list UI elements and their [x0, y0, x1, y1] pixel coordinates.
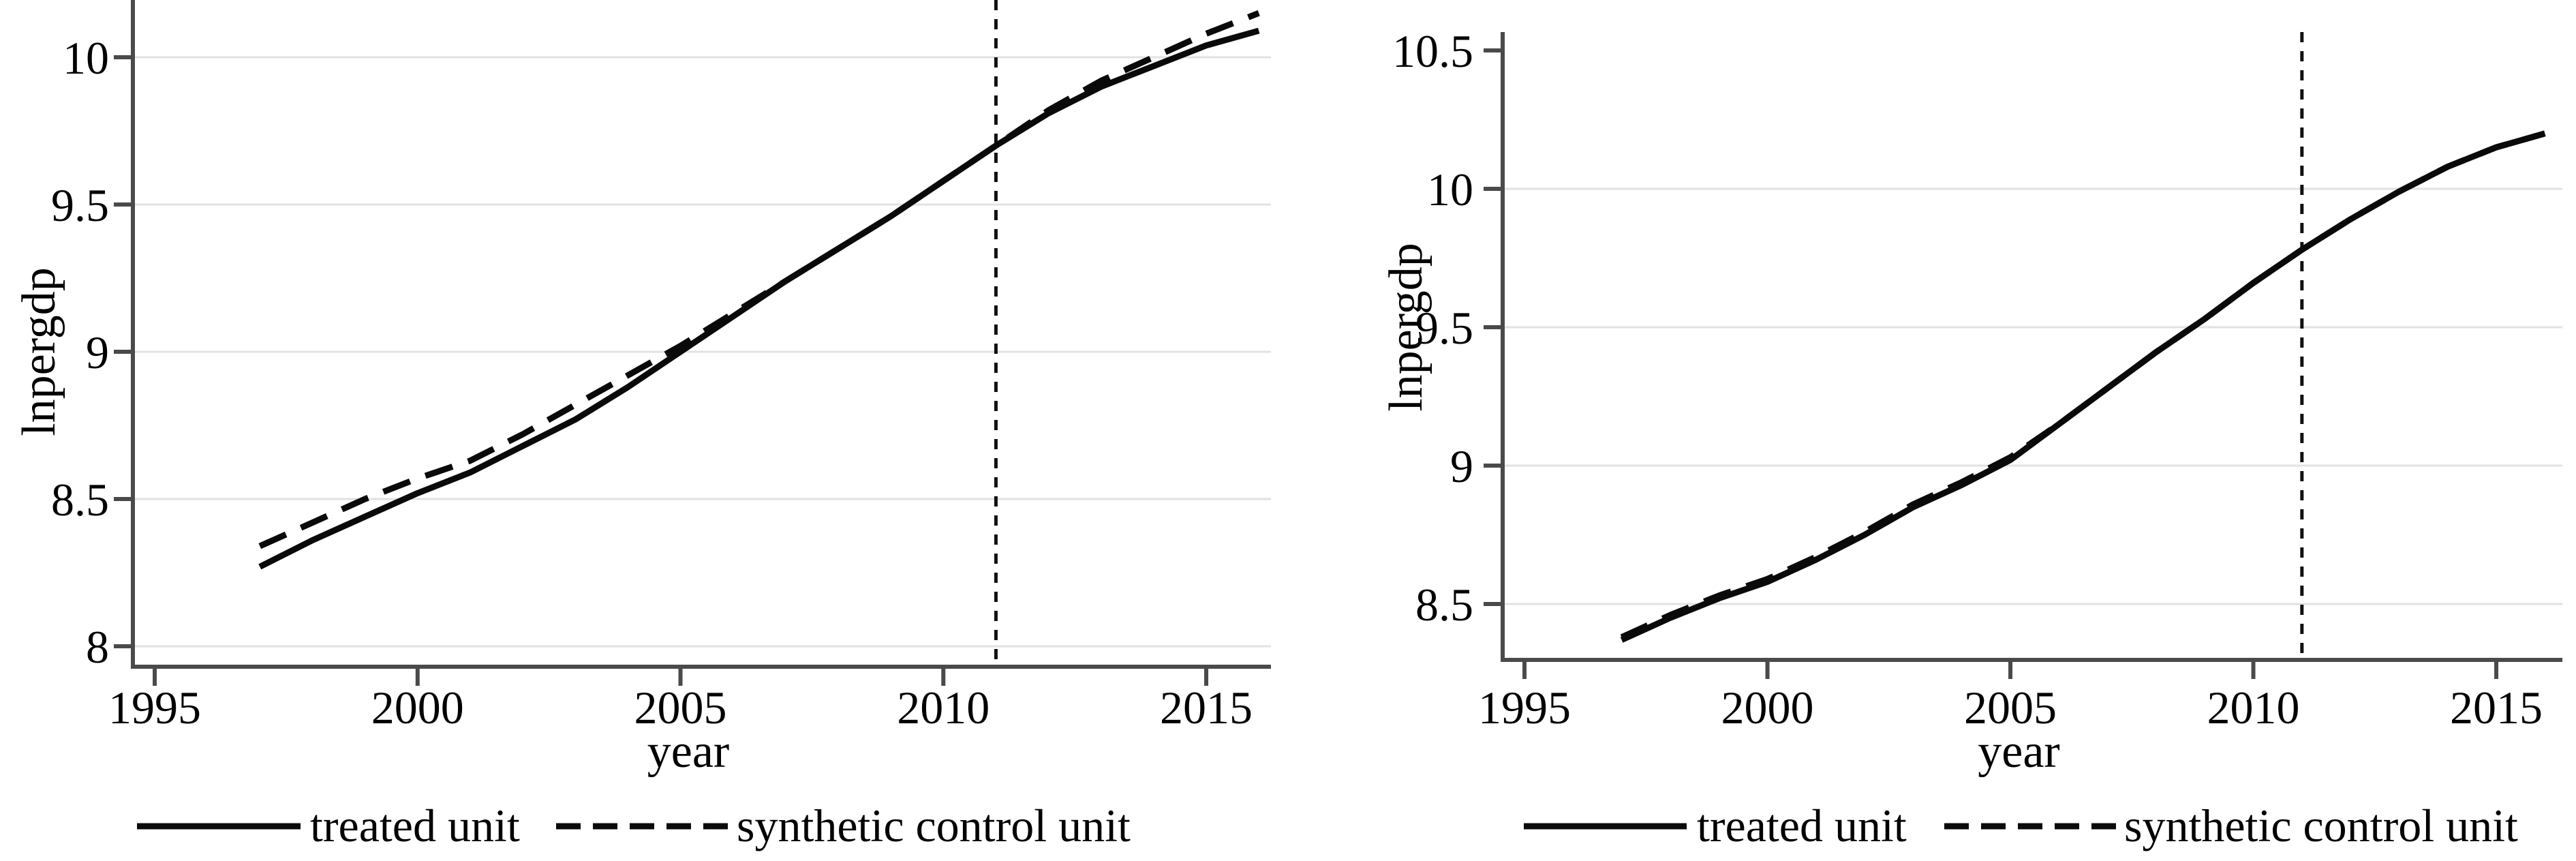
y-axis-title: lnpergdp — [13, 267, 65, 436]
x-tick-label: 2010 — [897, 682, 990, 734]
legend: treated unit synthetic control unit — [1524, 800, 2518, 851]
left-chart: 8 8.5 9 9.5 10 1995 2000 2005 2010 2015 year lnperg… — [13, 0, 1271, 851]
x-axis-title: year — [647, 725, 729, 778]
x-tick-label: 2015 — [1160, 682, 1253, 734]
y-tick-label: 9.5 — [1415, 302, 1473, 354]
series-synthetic-line — [258, 10, 1260, 549]
y-tick-label: 8 — [86, 621, 109, 673]
y-tick-label: 10.5 — [1392, 25, 1473, 77]
legend-label-synthetic: synthetic control unit — [737, 800, 1131, 851]
y-tick-label: 9 — [1450, 440, 1473, 492]
y-tick-label: 10 — [63, 32, 109, 84]
x-tick-label: 1995 — [1478, 682, 1571, 734]
legend-label-treated: treated unit — [1697, 800, 1907, 851]
series-treated-line — [1620, 130, 2546, 643]
x-axis-title: year — [1978, 725, 2059, 778]
x-tick-label: 2000 — [371, 682, 464, 734]
legend: treated unit synthetic control unit — [137, 800, 1131, 851]
y-axis-title: lnpergdp — [1380, 243, 1432, 412]
x-tick-label: 1995 — [108, 682, 201, 734]
series-synthetic-line — [1620, 130, 2546, 640]
legend-label-synthetic: synthetic control unit — [2124, 800, 2518, 851]
y-tick-label: 8.5 — [51, 474, 109, 526]
y-tick-label: 8.5 — [1415, 579, 1473, 631]
x-tick-label: 2000 — [1721, 682, 1814, 734]
y-tick-label: 9.5 — [51, 179, 109, 231]
x-tick-label: 2015 — [2450, 682, 2543, 734]
y-tick-label: 9 — [86, 327, 109, 378]
legend-label-treated: treated unit — [310, 800, 520, 851]
x-tick-label: 2005 — [634, 682, 727, 734]
y-tick-label: 10 — [1427, 164, 1473, 215]
x-tick-label: 2010 — [2207, 682, 2300, 734]
right-chart: 8.5 9 9.5 10 10.5 1995 2000 2005 2010 2015 year lnp… — [1380, 25, 2562, 851]
x-tick-label: 2005 — [1964, 682, 2057, 734]
